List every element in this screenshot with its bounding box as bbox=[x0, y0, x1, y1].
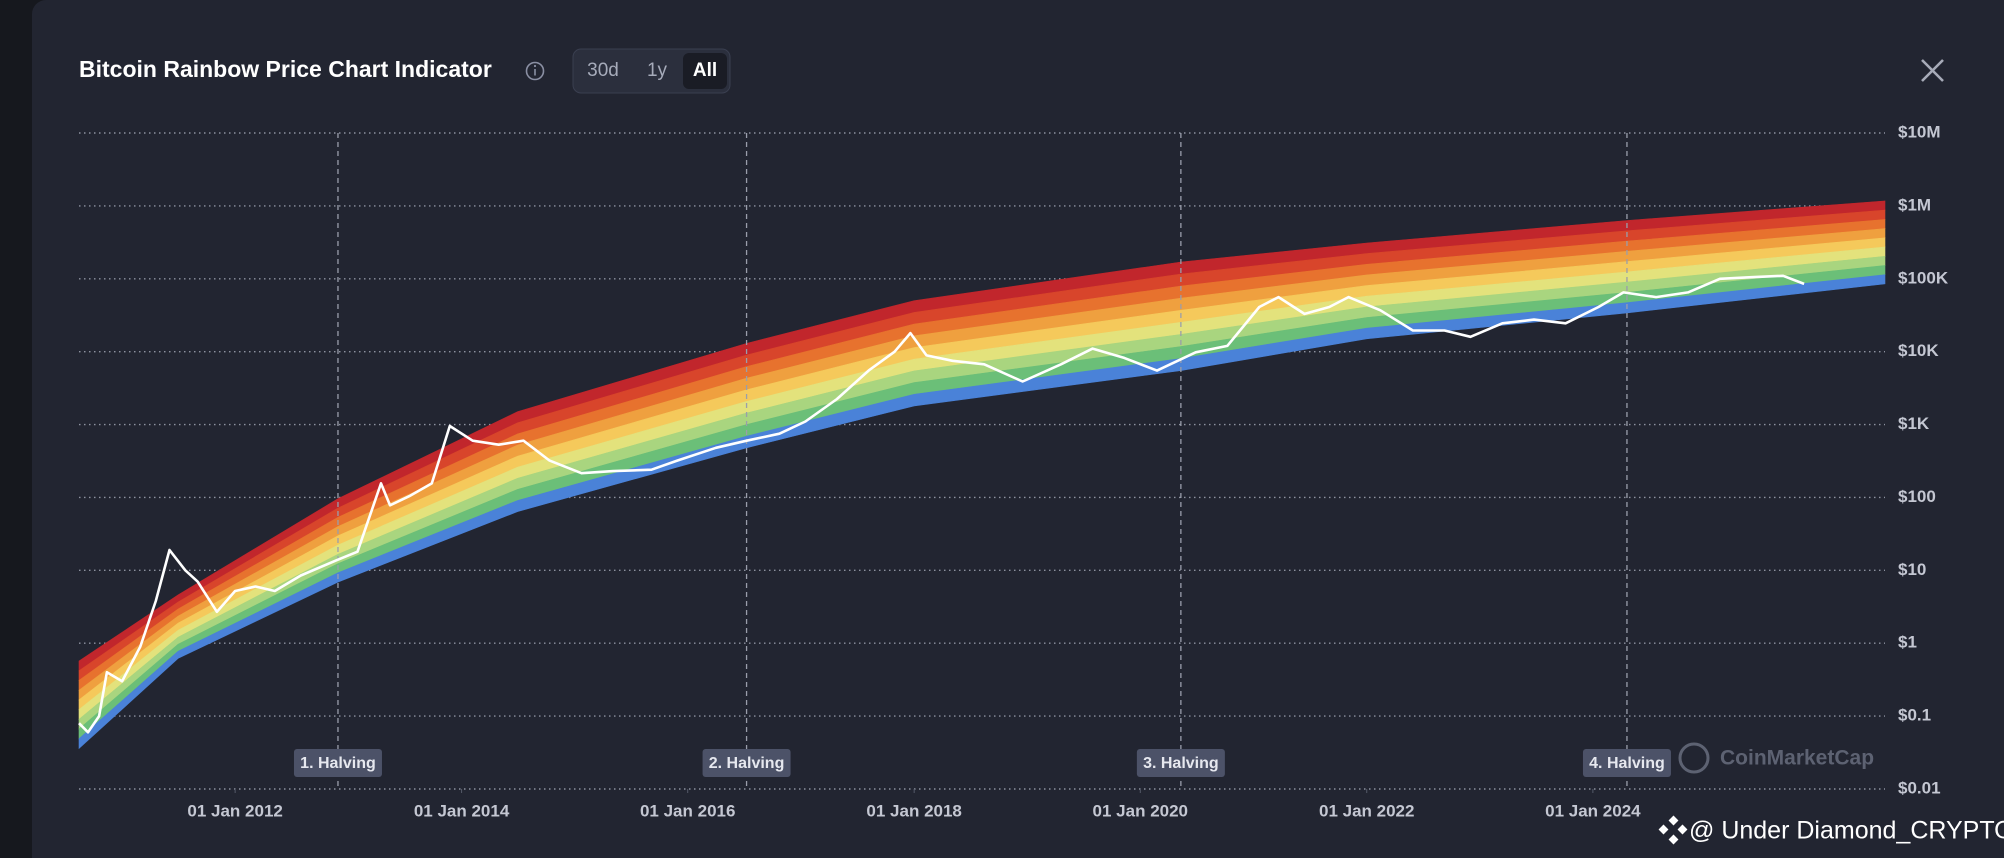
range-button[interactable]: All bbox=[693, 60, 717, 81]
halving-label: 1. Halving bbox=[300, 755, 376, 772]
range-button[interactable]: 1y bbox=[647, 60, 668, 81]
x-tick-label: 01 Jan 2020 bbox=[1093, 801, 1188, 820]
chart-title: Bitcoin Rainbow Price Chart Indicator bbox=[79, 56, 492, 82]
credit-icon bbox=[1658, 815, 1688, 845]
x-tick-label: 01 Jan 2018 bbox=[866, 801, 961, 820]
x-tick-label: 01 Jan 2014 bbox=[414, 801, 510, 820]
rainbow-band bbox=[78, 274, 1886, 750]
watermark: CoinMarketCap bbox=[1720, 747, 1874, 770]
x-tick-label: 01 Jan 2022 bbox=[1319, 801, 1414, 820]
y-tick-label: $1 bbox=[1898, 633, 1917, 652]
y-tick-label: $1M bbox=[1898, 195, 1931, 214]
x-tick-label: 01 Jan 2024 bbox=[1545, 801, 1641, 820]
x-tick-label: 01 Jan 2012 bbox=[187, 801, 282, 820]
watermark-logo bbox=[1678, 742, 1710, 774]
halving-label: 3. Halving bbox=[1143, 755, 1219, 772]
y-tick-label: $10M bbox=[1898, 122, 1941, 141]
chart-card bbox=[32, 0, 2004, 858]
halving-label-box bbox=[293, 749, 382, 777]
y-tick-label: $10 bbox=[1898, 560, 1926, 579]
y-tick-label: $100K bbox=[1898, 268, 1949, 287]
y-tick-label: $1K bbox=[1898, 414, 1930, 433]
close-button[interactable] bbox=[1921, 59, 1944, 82]
halving-label-box bbox=[702, 749, 791, 777]
credit: @ Under Diamond_CRYPTO bbox=[1689, 817, 2004, 845]
halving-label-box bbox=[1582, 749, 1671, 777]
range-button[interactable]: 30d bbox=[587, 60, 619, 81]
y-tick-label: $10K bbox=[1898, 341, 1939, 360]
halving-label-box bbox=[1136, 749, 1225, 777]
info-icon[interactable] bbox=[525, 61, 545, 81]
halving-label: 4. Halving bbox=[1589, 755, 1665, 772]
range-button-active bbox=[683, 53, 727, 89]
halving-label: 2. Halving bbox=[709, 755, 785, 772]
y-tick-label: $0.01 bbox=[1898, 778, 1941, 797]
price-line bbox=[78, 274, 1805, 734]
y-tick-label: $0.1 bbox=[1898, 706, 1931, 725]
x-tick-label: 01 Jan 2016 bbox=[640, 801, 735, 820]
y-tick-label: $100 bbox=[1898, 487, 1936, 506]
